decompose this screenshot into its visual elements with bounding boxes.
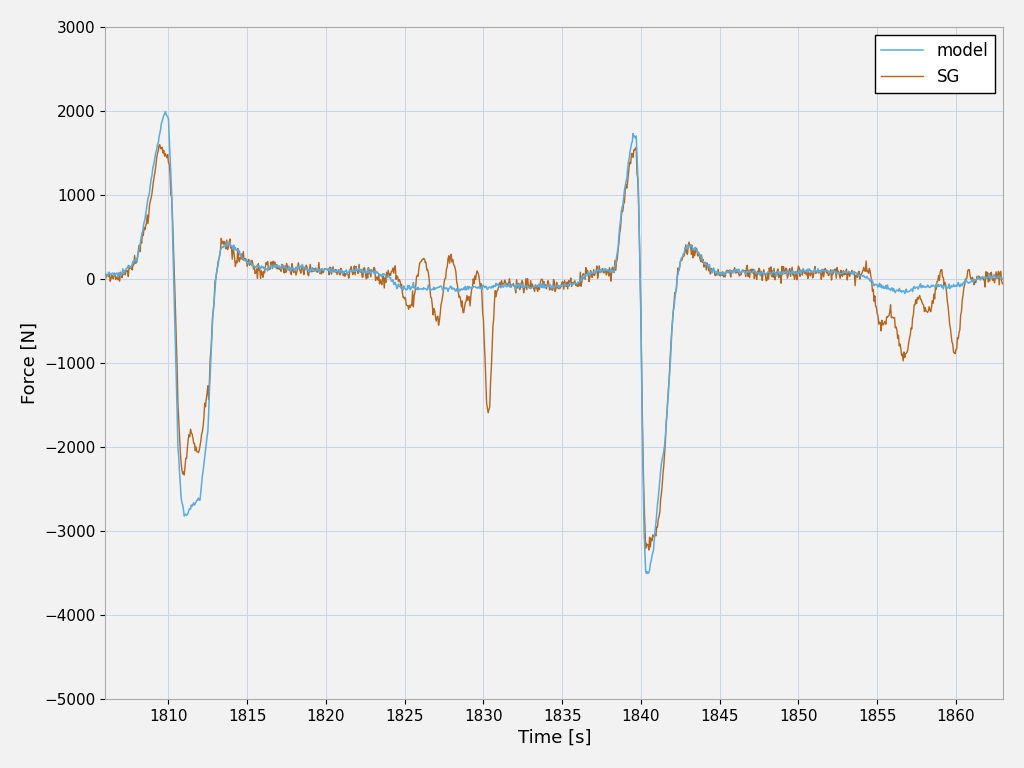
X-axis label: Time [s]: Time [s] [517, 729, 591, 747]
SG [996, 279, 1009, 288]
model [929, 282, 941, 291]
SG [929, 294, 941, 303]
model [996, 274, 1009, 283]
model [949, 281, 962, 290]
SG [949, 349, 962, 358]
SG [154, 140, 166, 149]
model [99, 270, 112, 280]
Line: model: model [105, 111, 1002, 574]
SG [579, 270, 591, 280]
SG [99, 274, 112, 283]
model [640, 569, 652, 578]
model [579, 274, 591, 283]
model [346, 266, 358, 275]
SG [686, 241, 698, 250]
model [686, 242, 698, 251]
Y-axis label: Force [N]: Force [N] [20, 322, 39, 404]
SG [346, 270, 358, 279]
model [159, 107, 171, 116]
Line: SG: SG [105, 144, 1002, 550]
Legend: model, SG: model, SG [874, 35, 995, 93]
SG [643, 545, 655, 554]
SG [604, 271, 616, 280]
model [604, 267, 616, 276]
